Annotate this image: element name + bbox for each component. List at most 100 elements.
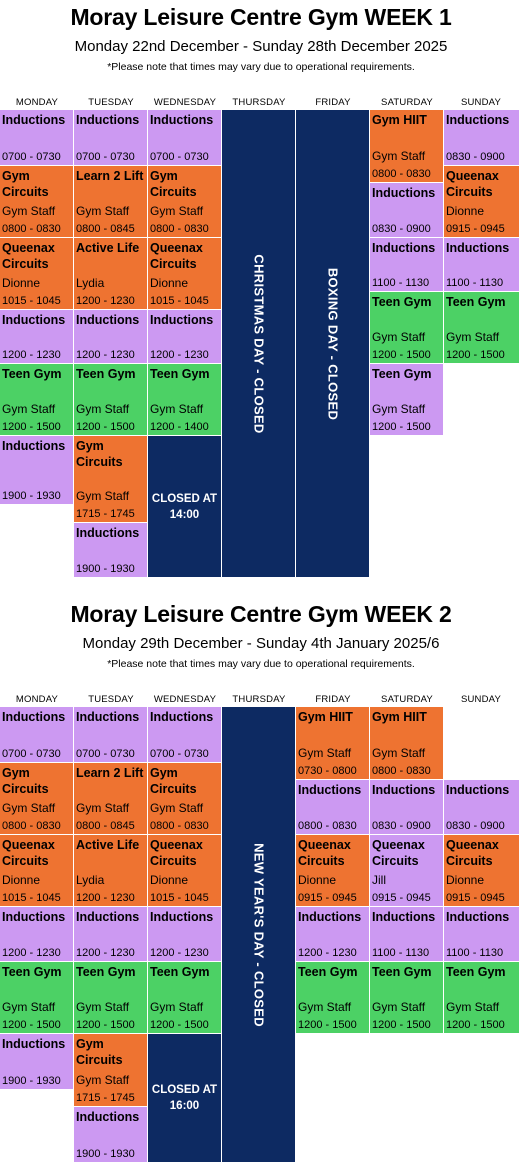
session-staff: Gym Staff	[76, 801, 130, 815]
session-name: Learn 2 Lift	[76, 169, 144, 183]
session-staff: Gym Staff	[372, 330, 426, 344]
session-name: Inductions	[2, 313, 66, 327]
session-staff: Gym Staff	[446, 1000, 500, 1014]
session-time: 0700 - 0730	[150, 748, 209, 760]
session-name: Queenax Circuits	[372, 838, 425, 868]
session-name: Inductions	[76, 526, 140, 540]
session-staff: Lydia	[76, 276, 105, 290]
session-cell: Gym Circuits Gym Staff 1715 - 1745	[74, 1034, 148, 1107]
session-cell: Inductions 0700 - 0730	[74, 110, 148, 166]
session-name: Teen Gym	[372, 367, 432, 381]
session-cell: Inductions 1200 - 1230	[296, 907, 370, 962]
session-time: 1900 - 1930	[2, 1075, 61, 1087]
session-time: 0800 - 0830	[2, 223, 61, 235]
closed-early-block: CLOSED AT 14:00	[148, 436, 222, 578]
session-time: 1200 - 1230	[150, 349, 209, 361]
session-cell: Inductions 0830 - 0900	[444, 110, 520, 166]
session-cell: Inductions 0700 - 0730	[74, 707, 148, 763]
session-time: 1200 - 1500	[2, 1019, 61, 1031]
session-cell: Inductions 1200 - 1230	[148, 907, 222, 962]
session-time: 1015 - 1045	[150, 892, 209, 904]
session-name: Inductions	[446, 910, 510, 924]
session-time: 0700 - 0730	[2, 151, 61, 163]
week1-day-monday: MONDAY	[15, 97, 59, 108]
closed-at-time: 14:00	[169, 508, 200, 521]
session-time: 1200 - 1230	[298, 947, 357, 959]
session-cell: Inductions 1900 - 1930	[74, 1107, 148, 1163]
session-name: Inductions	[298, 910, 362, 924]
session-cell: Teen Gym Gym Staff 1200 - 1500	[74, 962, 148, 1034]
session-cell: Inductions 1200 - 1230	[74, 907, 148, 962]
session-name: Inductions	[372, 241, 436, 255]
session-staff: Gym Staff	[76, 402, 130, 416]
session-time: 1100 - 1130	[372, 947, 430, 959]
session-time: 1200 - 1500	[372, 349, 431, 361]
session-staff: Dionne	[446, 204, 485, 218]
session-staff: Gym Staff	[76, 489, 130, 503]
session-staff: Dionne	[446, 873, 485, 887]
session-cell: Learn 2 Lift Gym Staff 0800 - 0845	[74, 166, 148, 238]
week1-title: Moray Leisure Centre Gym WEEK 1	[70, 4, 452, 30]
session-name: Teen Gym	[2, 367, 62, 381]
session-name: Inductions	[76, 710, 140, 724]
session-staff: Gym Staff	[150, 204, 204, 218]
session-cell: Inductions 0700 - 0730	[0, 707, 74, 763]
session-name: Queenax Circuits	[298, 838, 351, 868]
closed-day-block: CHRISTMAS DAY - CLOSED	[222, 110, 296, 578]
session-staff: Gym Staff	[150, 801, 204, 815]
session-cell: Inductions 0830 - 0900	[444, 780, 520, 835]
session-time: 0800 - 0845	[76, 820, 135, 832]
session-time: 1200 - 1500	[76, 421, 135, 433]
week2-day-monday: MONDAY	[15, 694, 59, 705]
session-cell: Learn 2 Lift Gym Staff 0800 - 0845	[74, 763, 148, 835]
session-time: 1015 - 1045	[2, 892, 61, 904]
session-staff: Dionne	[150, 873, 189, 887]
closed-early-block: CLOSED AT 16:00	[148, 1034, 222, 1163]
session-time: 1015 - 1045	[2, 295, 61, 307]
week2-day-tuesday: TUESDAY	[88, 694, 134, 705]
session-name: Gym Circuits	[150, 169, 197, 199]
session-time: 0800 - 0830	[150, 820, 209, 832]
session-cell: Queenax Circuits Dionne 1015 - 1045	[0, 835, 74, 907]
session-staff: Gym Staff	[2, 204, 56, 218]
session-name: Queenax Circuits	[2, 838, 55, 868]
session-time: 0700 - 0730	[76, 151, 135, 163]
session-name: Teen Gym	[372, 965, 432, 979]
session-name: Inductions	[372, 186, 436, 200]
session-staff: Gym Staff	[76, 1000, 130, 1014]
session-name: Inductions	[150, 910, 214, 924]
session-cell: Inductions 1100 - 1130	[444, 238, 520, 292]
session-name: Inductions	[2, 910, 66, 924]
session-cell: Inductions 1900 - 1930	[0, 1034, 74, 1090]
closed-at-label: CLOSED AT	[151, 492, 218, 505]
session-time: 1200 - 1500	[76, 1019, 135, 1031]
session-time: 0830 - 0900	[372, 223, 431, 235]
session-name: Inductions	[76, 113, 140, 127]
session-cell: Inductions 1200 - 1230	[148, 310, 222, 364]
session-cell: Queenax Circuits Dionne 1015 - 1045	[148, 835, 222, 907]
session-time: 0700 - 0730	[2, 748, 61, 760]
closed-day-block: BOXING DAY - CLOSED	[296, 110, 370, 578]
session-cell: Queenax Circuits Dionne 0915 - 0945	[296, 835, 370, 907]
session-time: 0800 - 0830	[298, 820, 357, 832]
session-cell: Inductions 1100 - 1130	[370, 907, 444, 962]
session-name: Teen Gym	[446, 295, 506, 309]
session-cell: Inductions 1100 - 1130	[444, 907, 520, 962]
closed-at-time: 16:00	[169, 1100, 200, 1112]
session-time: 1715 - 1745	[76, 508, 135, 520]
week2-title: Moray Leisure Centre Gym WEEK 2	[70, 601, 452, 627]
session-staff: Gym Staff	[76, 204, 130, 218]
session-name: Queenax Circuits	[446, 838, 499, 868]
session-cell: Teen Gym Gym Staff 1200 - 1500	[0, 962, 74, 1034]
session-name: Learn 2 Lift	[76, 766, 144, 780]
session-name: Teen Gym	[150, 367, 210, 381]
session-cell: Queenax Circuits Dionne 0915 - 0945	[444, 835, 520, 907]
session-name: Queenax Circuits	[150, 838, 203, 868]
session-cell: Queenax Circuits Dionne 1015 - 1045	[0, 238, 74, 310]
session-cell: Queenax Circuits Dionne 0915 - 0945	[444, 166, 520, 238]
session-cell: Teen Gym Gym Staff 1200 - 1500	[370, 292, 444, 364]
session-cell: Inductions 1200 - 1230	[0, 907, 74, 962]
session-time: 1900 - 1930	[76, 563, 135, 575]
session-cell: Inductions 1100 - 1130	[370, 238, 444, 292]
session-cell: Inductions 0830 - 0900	[370, 780, 444, 835]
